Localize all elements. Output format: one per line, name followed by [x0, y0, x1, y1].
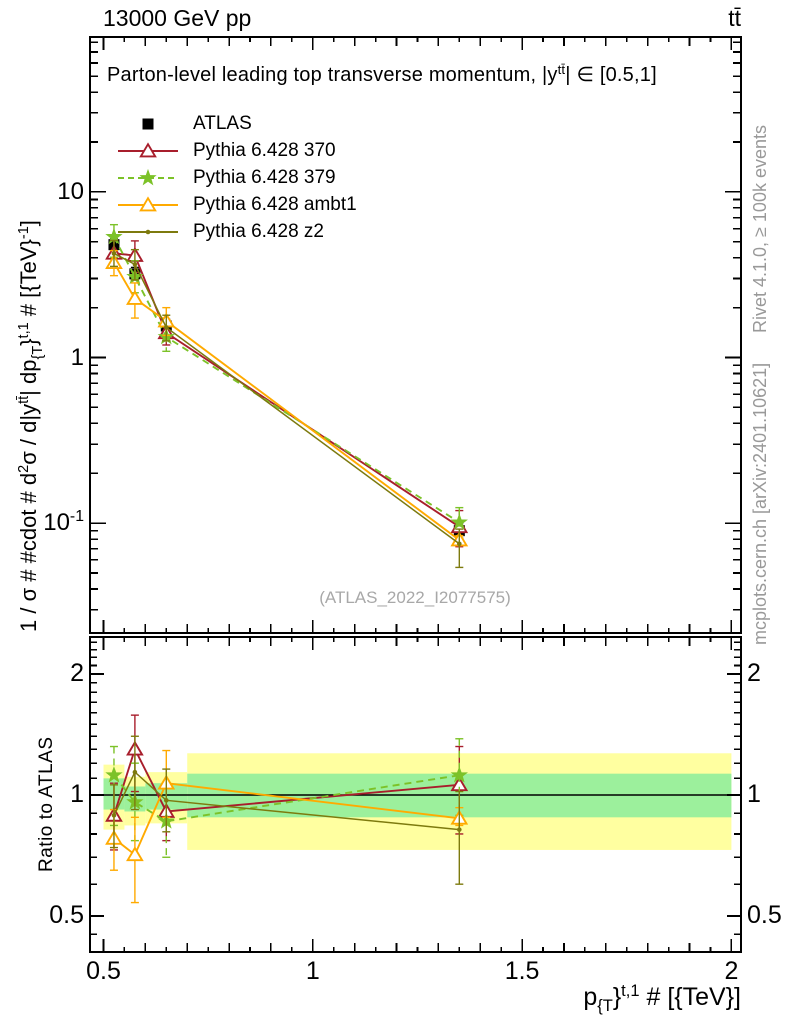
dot-marker — [163, 325, 169, 330]
series-pyambt1-main — [105, 249, 469, 547]
process-label: tt̄ — [728, 5, 741, 31]
dot-marker — [132, 262, 138, 267]
dot-marker — [111, 813, 117, 818]
series-py379-line — [113, 236, 460, 524]
y-axis-label: 1 / σ # #cdot # d2σ / d|ytt̄| dp{T}t,1 #… — [16, 220, 46, 632]
ratio-y-tick-label-right: 1 — [747, 780, 761, 808]
series-pyambt1-line — [113, 262, 460, 541]
legend-marker-atlas — [142, 118, 154, 129]
analysis-id-watermark: (ATLAS_2022_I2077575) — [319, 588, 511, 607]
triangle-marker — [126, 846, 144, 862]
plot-title: Parton-level leading top transverse mome… — [107, 61, 657, 86]
series-py379-main — [105, 223, 468, 540]
series-py370-errorbars — [109, 239, 464, 548]
series-py370-markers — [105, 244, 469, 534]
legend-item-pyambt1: Pythia 6.428 ambt1 — [116, 191, 357, 218]
x-tick-label: 1.5 — [504, 957, 540, 985]
series-pyz2-errorbars — [109, 239, 464, 569]
series-atlas-main — [108, 238, 465, 539]
series-pyambt1-markers — [105, 253, 469, 547]
series-pyambt1-errorbars — [109, 249, 464, 544]
dot-marker — [457, 827, 462, 832]
triangle-marker — [139, 141, 157, 157]
ratio-uncertainty-bands — [103, 753, 732, 850]
dot-marker — [132, 769, 138, 775]
triangle-marker — [139, 195, 157, 211]
series-py379-markers — [105, 227, 468, 530]
triangle-marker — [126, 289, 144, 305]
main-frame — [89, 36, 742, 634]
ratio-y-tick-label: 2 — [70, 658, 84, 687]
series-py379-line — [113, 774, 460, 823]
legend-marker-py379 — [118, 168, 178, 185]
ratio-y-tick-label-right: 0.5 — [747, 901, 782, 929]
legend-label: ATLAS — [193, 112, 252, 134]
legend-marker-pyambt1 — [118, 195, 178, 211]
star-marker — [105, 766, 123, 783]
star-marker — [450, 513, 468, 530]
star-marker — [450, 766, 468, 783]
dot-marker — [457, 541, 462, 547]
legend-marker-pyz2 — [118, 229, 178, 234]
x-tick-label: 2 — [724, 957, 739, 985]
legend-item-pyz2: Pythia 6.428 z2 — [116, 218, 357, 245]
series-pyz2-main — [109, 239, 464, 569]
series-py370-line — [113, 252, 460, 528]
x-axis-label: p{T}t,1 # [{TeV}] — [583, 981, 741, 1016]
dot-marker — [111, 251, 117, 256]
x-tick-label: 1 — [305, 957, 320, 985]
main-y-tick-label: 10 — [57, 177, 84, 205]
mcplots-credit: mcplots.cern.ch [arXiv:2401.10621] — [750, 362, 770, 645]
ratio-y-tick-label: 0.5 — [49, 901, 84, 929]
ratio-y-tick-label-right: 2 — [747, 658, 761, 687]
x-tick-label: 0.5 — [86, 957, 121, 985]
dot-marker — [163, 798, 169, 803]
legend-label: Pythia 6.428 z2 — [193, 220, 324, 242]
series-pyambt1-line — [113, 782, 460, 857]
legend-item-py379: Pythia 6.428 379 — [116, 164, 357, 191]
ratio-y-tick-label: 1 — [70, 780, 84, 808]
square-marker — [142, 118, 154, 129]
main-y-tick-label: 10-1 — [43, 508, 84, 537]
series-pyz2-markers — [111, 251, 462, 547]
star-marker — [139, 168, 157, 185]
legend-label: Pythia 6.428 379 — [193, 166, 336, 188]
series-py370-main — [105, 239, 469, 548]
main-y-tick-label: 1 — [70, 343, 84, 371]
series-pyz2-line — [113, 770, 460, 831]
legend: ATLAS Pythia 6.428 370 Pythia 6.428 379 Pyt… — [116, 110, 357, 245]
legend-label: Pythia 6.428 ambt1 — [193, 193, 357, 215]
series-pyz2-markers — [111, 769, 462, 832]
legend-label: Pythia 6.428 370 — [193, 139, 336, 161]
rivet-version-credit: Rivet 4.1.0, ≥ 100k events — [750, 125, 770, 333]
axis-ticks — [90, 37, 741, 952]
series-pyz2-line — [113, 252, 460, 545]
legend-item-atlas: ATLAS — [116, 110, 357, 137]
legend-item-py370: Pythia 6.428 370 — [116, 137, 357, 164]
beam-energy-label: 13000 GeV pp — [103, 5, 252, 31]
legend-marker-py370 — [118, 141, 178, 157]
dot-marker — [145, 229, 151, 234]
series-pyz2-ratio — [109, 735, 464, 885]
